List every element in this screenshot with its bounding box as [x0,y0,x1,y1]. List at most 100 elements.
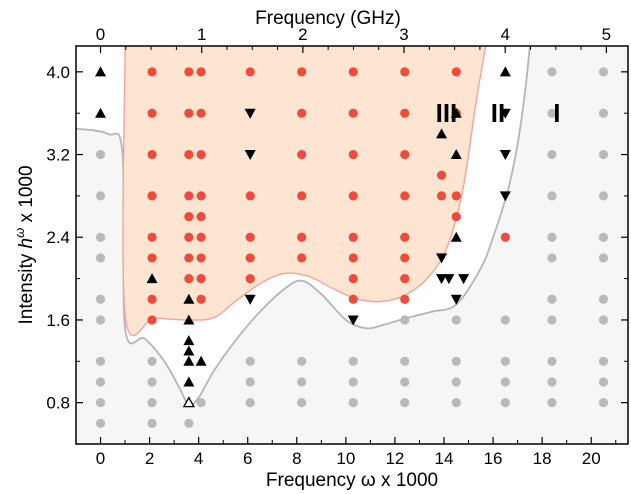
region-labels: III II I [436,98,561,128]
gray-point [500,377,510,387]
gray-region [76,46,628,444]
triangle-up-point [450,231,462,242]
gray-point [598,315,609,325]
x-axis-title: Frequency ω x 1000 [266,470,438,491]
red-point [196,253,206,263]
gray-point [245,398,255,408]
x-tick-label: 20 [582,449,601,468]
triangle-down-point [244,150,256,161]
gray-point [400,377,410,387]
gray-point [598,398,609,408]
red-point [400,273,410,284]
gray-point [348,398,358,408]
red-point [451,191,461,201]
triangle-up-point [183,293,195,304]
region-label-ii: II [491,98,505,128]
red-point [147,232,157,242]
gray-point [451,315,461,325]
gray-point [95,398,106,408]
red-point [297,191,307,201]
triangle-down-point [499,191,511,202]
gray-point [547,294,557,304]
red-point [400,191,410,201]
y-tick-label: 2.4 [46,228,70,247]
red-point [147,253,157,263]
triangle-down-point [436,253,448,264]
gray-point [547,398,557,408]
red-point [348,191,358,201]
gray-point [500,356,510,366]
gray-point [297,356,307,366]
red-point [196,149,206,160]
y-axis-title-sup: ω [12,228,27,238]
red-point [147,315,157,325]
red-point [400,232,410,242]
triangle-up-point [95,66,107,77]
red-point [348,108,358,118]
gray-point [500,398,510,408]
gray-point [598,294,609,304]
gray-point [297,377,307,387]
gray-point [598,108,609,118]
red-point [348,67,358,77]
gray-point [451,377,461,387]
triangle-up-point [183,345,195,356]
red-point [348,294,358,304]
triangle-up-point [450,149,462,160]
gray-point [547,232,557,242]
red-point [436,191,447,201]
y-tick-label: 0.8 [46,394,70,413]
gray-point [245,377,255,387]
triangle-up-point [183,376,195,387]
red-point [147,294,157,304]
red-point [348,273,358,284]
red-point [297,253,307,263]
gray-point [147,398,157,408]
triangle-up-point [195,355,207,366]
triangle-down-point [244,108,256,119]
red-point [297,149,307,160]
red-point [196,294,206,304]
gray-point [451,356,461,366]
gray-point [348,356,358,366]
triangle-down-point [443,274,455,285]
plot-frame [75,45,629,445]
x2-tick-label: 3 [399,25,408,44]
triangle-up-point [95,107,107,118]
gray-point [547,67,557,77]
y-tick-label: 3.2 [46,146,70,165]
y-axis-title-main: Intensity [16,248,37,324]
red-point [196,67,206,77]
region-label-iii: III [436,98,458,128]
gray-point [147,418,157,428]
red-point [297,67,307,77]
red-point [196,108,206,118]
x-tick-label: 16 [484,449,503,468]
gray-point [95,315,106,325]
gray-point [598,232,609,242]
triangle-up-point [183,355,195,366]
x-tick-label: 12 [385,449,404,468]
triangle-down-point [499,150,511,161]
x2-tick-label: 1 [197,25,206,44]
gray-point [95,191,106,201]
gray-point [95,356,106,366]
red-point [184,273,194,284]
red-point [184,211,194,222]
gray-point [547,315,557,325]
gray-point [95,253,106,263]
x-tick-label: 10 [336,449,355,468]
x-tick-label: 18 [533,449,552,468]
gray-point [598,253,609,263]
gray-point [547,377,557,387]
gray-point [547,149,557,160]
gray-point [348,377,358,387]
red-point [184,108,194,118]
x-tick-label: 6 [243,449,252,468]
triangle-up-point [146,273,158,284]
red-point [348,253,358,263]
x-tick-label: 4 [194,449,203,468]
gray-point [547,356,557,366]
y-tick-label: 4.0 [46,63,70,82]
gray-point [95,294,106,304]
